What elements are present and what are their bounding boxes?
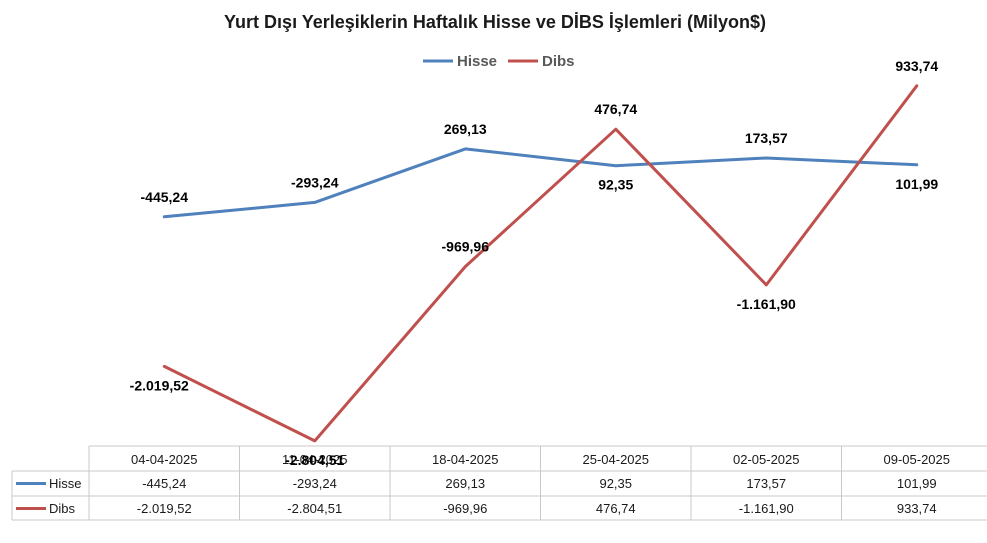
data-label-hisse-2: 269,13 [444,121,487,137]
data-label-hisse-4: 173,57 [745,130,788,146]
data-label-hisse-3: 92,35 [598,177,633,193]
table-cell-hisse-5: 101,99 [897,476,937,491]
legend-label-dibs: Dibs [542,53,575,70]
table-cell-hisse-2: 269,13 [445,476,485,491]
data-label-dibs-1: -2.804,51 [285,452,344,468]
table-header-09-05-2025: 09-05-2025 [884,452,951,467]
plot-area [162,84,919,443]
table-cell-dibs-4: -1.161,90 [739,501,794,516]
table-cell-hisse-4: 173,57 [746,476,786,491]
data-label-dibs-3: 476,74 [594,101,637,117]
table-header-18-04-2025: 18-04-2025 [432,452,499,467]
table-cell-dibs-2: -969,96 [443,501,487,516]
data-label-hisse-0: -445,24 [141,189,189,205]
series-line-hisse [162,147,919,219]
table-header-11-04-2025: 11-04-2025 [282,452,348,467]
data-label-dibs-0: -2.019,52 [130,377,189,393]
legend-label-hisse: Hisse [457,53,497,70]
table-cell-dibs-3: 476,74 [596,501,636,516]
table-header-02-05-2025: 02-05-2025 [733,452,800,467]
legend: Hisse Dibs [423,53,575,70]
data-label-dibs-5: 933,74 [895,58,938,74]
data-labels: -445,24 -293,24 269,13 92,35 173,57 101,99 -2.… [130,58,939,468]
table-cell-hisse-0: -445,24 [142,476,186,491]
data-label-hisse-1: -293,24 [291,174,339,190]
table-cell-hisse-1: -293,24 [293,476,337,491]
table-cell-dibs-0: -2.019,52 [137,501,192,516]
table-row-label-dibs: Dibs [49,501,76,516]
data-label-dibs-4: -1.161,90 [737,296,796,312]
data-label-dibs-2: -969,96 [442,239,490,255]
table-cell-hisse-3: 92,35 [599,476,632,491]
chart-title: Yurt Dışı Yerleşiklerin Haftalık Hisse v… [224,12,766,32]
data-table: 04-04-2025 11-04-2025 18-04-2025 25-04-2025… [11,445,987,521]
series-line-dibs [162,84,919,443]
table-header-04-04-2025: 04-04-2025 [131,452,198,467]
table-cell-dibs-1: -2.804,51 [287,501,342,516]
data-label-hisse-5: 101,99 [895,176,938,192]
table-cell-dibs-5: 933,74 [897,501,937,516]
table-header-25-04-2025: 25-04-2025 [583,452,650,467]
table-row-label-hisse: Hisse [49,476,82,491]
